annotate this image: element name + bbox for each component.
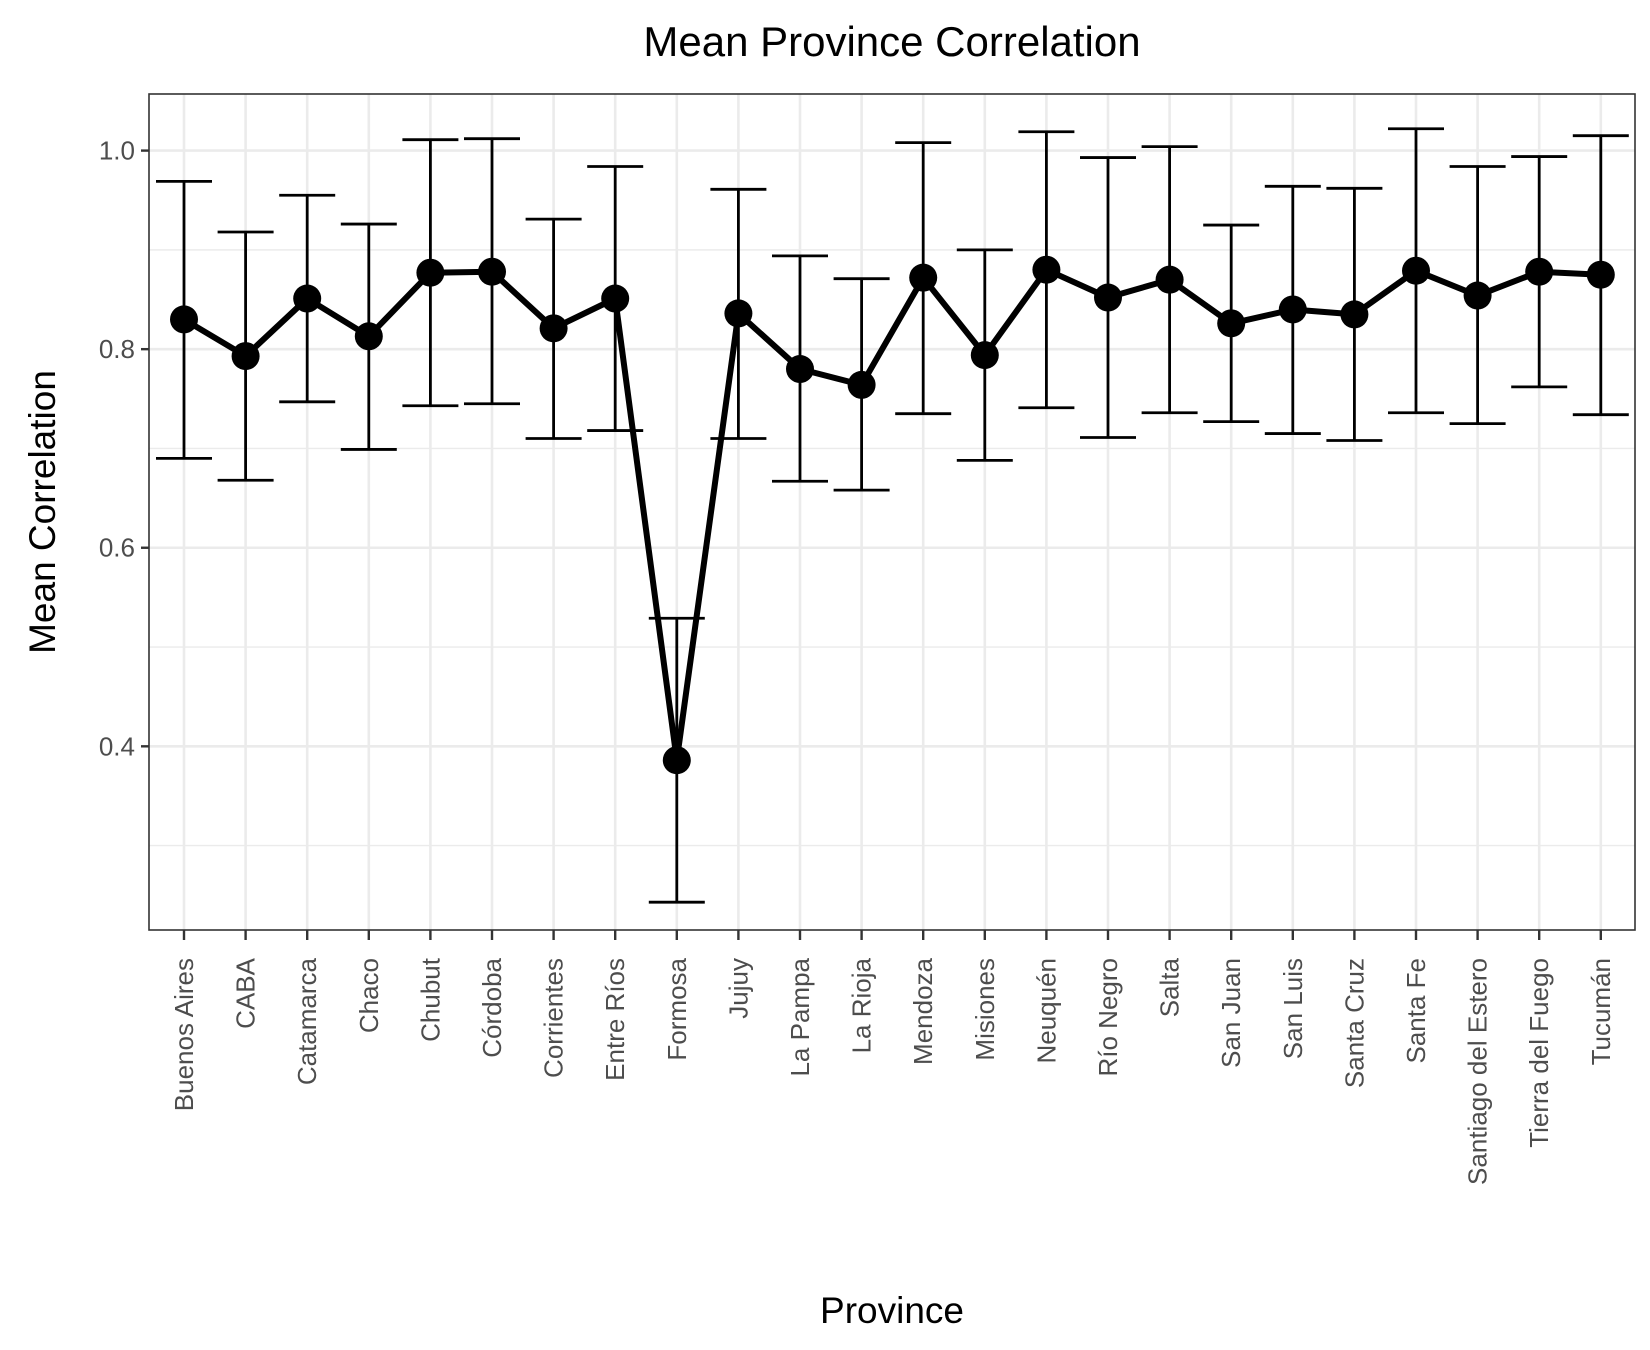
- y-tick-label: 0.4: [99, 731, 135, 761]
- x-tick-label: Jujuy: [723, 958, 753, 1019]
- x-axis-title: Province: [820, 1290, 964, 1331]
- chart-title: Mean Province Correlation: [643, 18, 1140, 65]
- data-point: [231, 342, 260, 371]
- data-point: [1525, 257, 1554, 286]
- series: [170, 255, 1615, 775]
- data-point: [662, 746, 691, 775]
- data-point: [601, 284, 630, 313]
- x-tick-label: Santa Cruz: [1339, 958, 1369, 1088]
- x-tick-label: Córdoba: [477, 957, 507, 1057]
- x-tick-label: La Rioja: [847, 957, 877, 1053]
- data-point: [970, 341, 999, 370]
- y-tick-label: 0.6: [99, 533, 135, 563]
- x-tick-label: Neuquén: [1031, 958, 1061, 1064]
- x-tick-label: Chubut: [415, 957, 445, 1042]
- data-point: [1094, 283, 1122, 312]
- x-axis: Buenos Aires CABA Catamarca Chaco Chubut Córd…: [169, 930, 1616, 1185]
- data-point: [354, 322, 383, 351]
- x-tick-label: San Luis: [1278, 958, 1308, 1059]
- x-tick-label: Santa Fe: [1401, 958, 1431, 1064]
- data-point: [539, 314, 568, 343]
- data-point: [724, 299, 753, 328]
- data-point: [1463, 281, 1492, 310]
- data-point: [1340, 300, 1369, 329]
- x-tick-label: Chaco: [354, 958, 384, 1033]
- data-point: [293, 284, 322, 313]
- x-tick-label: Formosa: [662, 957, 692, 1060]
- x-tick-label: Tierra del Fuego: [1524, 958, 1554, 1148]
- x-tick-label: San Juan: [1216, 958, 1246, 1068]
- x-tick-label: Santiago del Estero: [1463, 958, 1493, 1185]
- y-tick-label: 1.0: [99, 136, 135, 166]
- y-axis-title: Mean Correlation: [22, 370, 63, 654]
- x-tick-label: Buenos Aires: [169, 958, 199, 1111]
- x-tick-label: Mendoza: [908, 957, 938, 1064]
- x-tick-label: Río Negro: [1093, 958, 1123, 1077]
- data-point: [909, 263, 938, 292]
- plot-frame: [148, 93, 1636, 931]
- x-tick-label: La Pampa: [785, 957, 815, 1076]
- data-point: [1586, 260, 1615, 289]
- data-point: [416, 258, 445, 287]
- x-tick-label: Entre Ríos: [600, 958, 630, 1081]
- y-tick-label: 0.8: [99, 334, 135, 364]
- data-point: [1278, 295, 1307, 324]
- data-point: [1155, 265, 1184, 294]
- x-tick-label: Corrientes: [539, 958, 569, 1078]
- data-point: [478, 257, 506, 286]
- data-point: [847, 370, 876, 399]
- x-tick-label: Salta: [1155, 957, 1185, 1017]
- data-point: [1402, 256, 1430, 285]
- data-point: [170, 305, 198, 334]
- data-point: [1032, 255, 1061, 284]
- x-tick-label: Misiones: [970, 958, 1000, 1061]
- x-tick-label: Tucumán: [1586, 958, 1616, 1065]
- x-tick-label: CABA: [231, 957, 261, 1028]
- x-tick-label: Catamarca: [292, 957, 322, 1085]
- data-point: [786, 355, 814, 384]
- y-axis: 0.4 0.6 0.8 1.0: [99, 136, 149, 761]
- data-point: [1217, 309, 1246, 338]
